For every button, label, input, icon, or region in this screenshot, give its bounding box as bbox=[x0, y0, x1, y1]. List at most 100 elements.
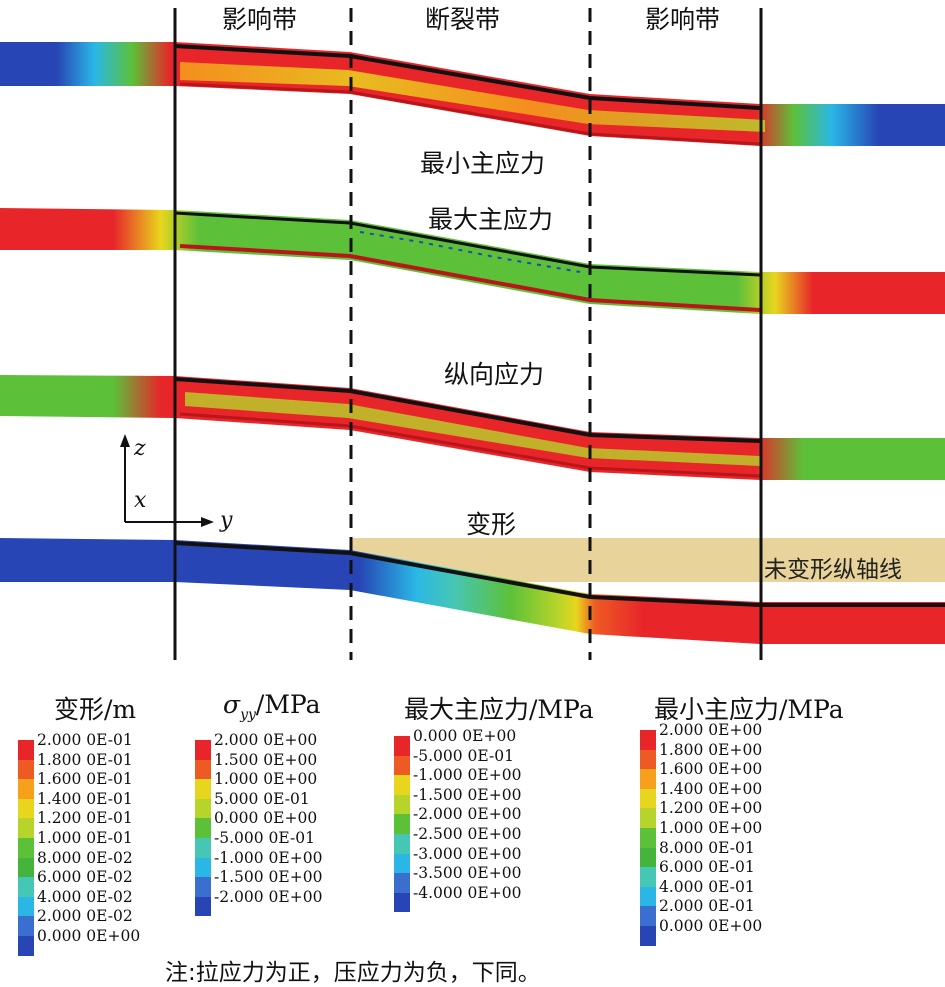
pipe-label-min-principal: 最小主应力 bbox=[420, 149, 546, 178]
legend-tick-label: 2.000 0E+00 bbox=[214, 731, 318, 749]
legend-tick-label: -5.000 0E-01 bbox=[214, 828, 315, 847]
legend-tick-label: 0.000 0E+00 bbox=[37, 926, 141, 945]
legend-title: 变形/m bbox=[54, 695, 137, 724]
pipe-deformation-figure bbox=[0, 8, 945, 660]
legend-swatch bbox=[195, 759, 211, 780]
legend-swatch bbox=[640, 769, 656, 789]
legend-tick-label: 6.000 0E-01 bbox=[659, 858, 755, 877]
legend-tick-label: 4.000 0E-02 bbox=[37, 887, 133, 906]
legend-tick-label: 1.400 0E+00 bbox=[659, 779, 763, 798]
legend-tick-label: -3.000 0E+00 bbox=[413, 844, 522, 863]
legend-swatch bbox=[195, 877, 211, 897]
legend-tick-label: -1.000 0E+00 bbox=[214, 848, 323, 867]
legend-swatch bbox=[640, 827, 656, 848]
axis-label-z: z bbox=[134, 436, 146, 461]
zone-label-left-influence: 影响带 bbox=[222, 5, 298, 34]
legend-tick-label: 1.000 0E+00 bbox=[659, 818, 763, 837]
legend-swatch bbox=[18, 916, 34, 936]
legend-tick-label: 2.000 0E-01 bbox=[37, 731, 133, 749]
pipe-label-max-principal: 最大主应力 bbox=[428, 205, 554, 234]
legend-swatch bbox=[394, 794, 410, 815]
legend-swatch bbox=[394, 873, 410, 893]
legend-tick-label: 4.000 0E-01 bbox=[659, 877, 755, 896]
legend-swatch bbox=[640, 730, 656, 750]
legend-tick-label: -4.000 0E+00 bbox=[413, 883, 522, 902]
legend-title: σyy/MPa bbox=[223, 690, 321, 723]
legend-tick-label: 1.800 0E+00 bbox=[659, 740, 763, 759]
legend-tick-label: 1.200 0E+00 bbox=[659, 799, 763, 818]
legend-swatch bbox=[18, 740, 34, 760]
legend-tick-label: -2.000 0E+00 bbox=[413, 805, 522, 824]
legend-swatch bbox=[18, 759, 34, 780]
legend-swatch bbox=[394, 833, 410, 854]
pipe-label-longitudinal: 纵向应力 bbox=[444, 360, 545, 389]
legend-swatch bbox=[18, 877, 34, 897]
legend-swatch bbox=[195, 857, 211, 878]
undeformed-axis-label: 未变形纵轴线 bbox=[764, 557, 902, 583]
axis-label-x: x bbox=[134, 488, 147, 513]
legend-tick-label: 0.000 0E+00 bbox=[659, 916, 763, 935]
legend-tick-label: 1.600 0E+00 bbox=[659, 760, 763, 779]
legend-swatch bbox=[18, 896, 34, 917]
legend-tick-label: -5.000 0E-01 bbox=[413, 746, 514, 765]
legend-tick-label: 2.000 0E-02 bbox=[37, 907, 133, 926]
legend-tick-label: 1.600 0E-01 bbox=[37, 770, 133, 789]
legend-tick-label: -3.500 0E+00 bbox=[413, 864, 522, 883]
pipe-max-principal bbox=[0, 208, 945, 314]
legend-title-unit: /MPa bbox=[255, 690, 321, 719]
legend-title: 最小主应力/MPa bbox=[654, 695, 844, 724]
legend-tick-label: 0.000 0E+00 bbox=[214, 809, 318, 828]
legend-swatch bbox=[18, 779, 34, 799]
legend-tick-label: -1.500 0E+00 bbox=[413, 785, 522, 804]
legend-swatch bbox=[18, 935, 34, 956]
legend-title-symbol: σ bbox=[223, 690, 241, 719]
pipe-longitudinal bbox=[0, 375, 945, 480]
legend-swatch bbox=[195, 896, 211, 917]
legend-tick-label: -1.500 0E+00 bbox=[214, 868, 323, 887]
legend-swatch bbox=[640, 925, 656, 946]
legend-tick-label: -2.000 0E+00 bbox=[214, 887, 323, 906]
legend-swatch bbox=[394, 892, 410, 913]
legend-swatch bbox=[394, 736, 410, 756]
legend-tick-label: 1.500 0E+00 bbox=[214, 750, 318, 769]
pipe-label-deformation: 变形 bbox=[466, 510, 517, 539]
legend-swatch bbox=[195, 818, 211, 838]
legend-tick-label: 5.000 0E-01 bbox=[214, 789, 310, 808]
legend-tick-label: 0.000 0E+00 bbox=[413, 727, 517, 745]
axis-label-y: y bbox=[220, 508, 233, 533]
legend-swatch bbox=[195, 837, 211, 858]
legend-swatch bbox=[394, 755, 410, 776]
legend-swatch bbox=[195, 740, 211, 760]
legend-swatch bbox=[640, 788, 656, 809]
legend-tick-label: 1.000 0E+00 bbox=[214, 770, 318, 789]
legend-tick-label: 8.000 0E-02 bbox=[37, 848, 133, 867]
legend-tick-label: 1.800 0E-01 bbox=[37, 750, 133, 769]
legend-tick-label: -1.000 0E+00 bbox=[413, 766, 522, 785]
zone-label-fracture: 断裂带 bbox=[425, 5, 501, 34]
legend-title: 最大主应力/MPa bbox=[404, 695, 594, 724]
legend-tick-label: 6.000 0E-02 bbox=[37, 868, 133, 887]
legend-swatch bbox=[640, 886, 656, 907]
legend-swatch bbox=[640, 867, 656, 887]
legend-tick-label: 2.000 0E-01 bbox=[659, 897, 755, 916]
legend-swatch bbox=[18, 818, 34, 838]
legend-swatch bbox=[18, 837, 34, 858]
legend-swatch bbox=[640, 906, 656, 926]
legend-swatch bbox=[640, 749, 656, 770]
legend-tick-label: 1.000 0E-01 bbox=[37, 828, 133, 847]
legend-swatch bbox=[18, 798, 34, 819]
legend-tick-label: 2.000 0E+00 bbox=[659, 721, 763, 739]
legend-swatch bbox=[394, 775, 410, 795]
legend-tick-label: 1.200 0E-01 bbox=[37, 809, 133, 828]
legend-swatch bbox=[640, 847, 656, 868]
legend-tick-label: 1.400 0E-01 bbox=[37, 789, 133, 808]
legend-swatch bbox=[640, 808, 656, 828]
pipe-min-principal bbox=[0, 42, 945, 146]
figure-note: 注:拉应力为正，压应力为负，下同。 bbox=[165, 960, 541, 986]
axis-triad bbox=[120, 434, 214, 527]
zone-label-right-influence: 影响带 bbox=[645, 5, 721, 34]
legend-swatch bbox=[195, 798, 211, 819]
legend-tick-label: 8.000 0E-01 bbox=[659, 838, 755, 857]
legend-swatch bbox=[195, 779, 211, 799]
legend-swatch bbox=[394, 853, 410, 874]
